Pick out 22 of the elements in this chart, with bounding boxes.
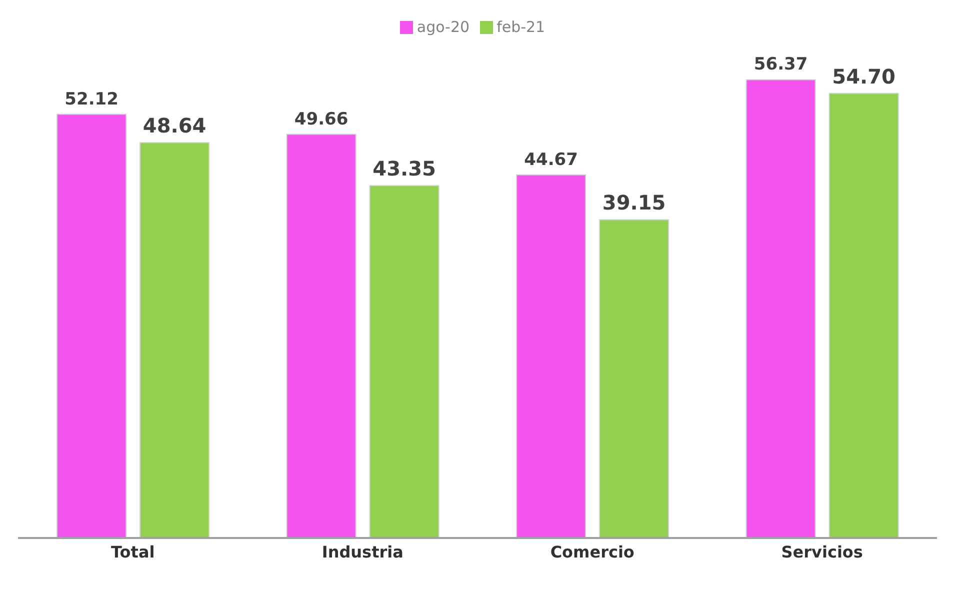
x-tick-label: Industria (322, 542, 404, 562)
bar (828, 92, 899, 538)
bar (56, 114, 127, 538)
bar (140, 142, 210, 538)
data-label: 43.35 (372, 156, 436, 181)
data-label: 49.66 (294, 109, 348, 130)
data-label: 52.12 (64, 89, 118, 110)
x-tick-label: Total (111, 542, 155, 562)
bar (516, 174, 586, 538)
x-tick-label: Servicios (781, 542, 863, 562)
legend-label: feb-21 (496, 18, 546, 36)
data-label: 54.70 (832, 64, 896, 88)
bar (599, 219, 670, 538)
x-tick-label: Comercio (550, 542, 634, 562)
bar (369, 185, 440, 538)
bar (746, 79, 816, 538)
data-label: 56.37 (754, 54, 808, 75)
data-label: 48.64 (142, 114, 206, 138)
bar (286, 134, 356, 538)
legend-label: ago-20 (416, 18, 470, 36)
data-label: 39.15 (602, 190, 666, 215)
data-label: 44.67 (524, 150, 578, 170)
